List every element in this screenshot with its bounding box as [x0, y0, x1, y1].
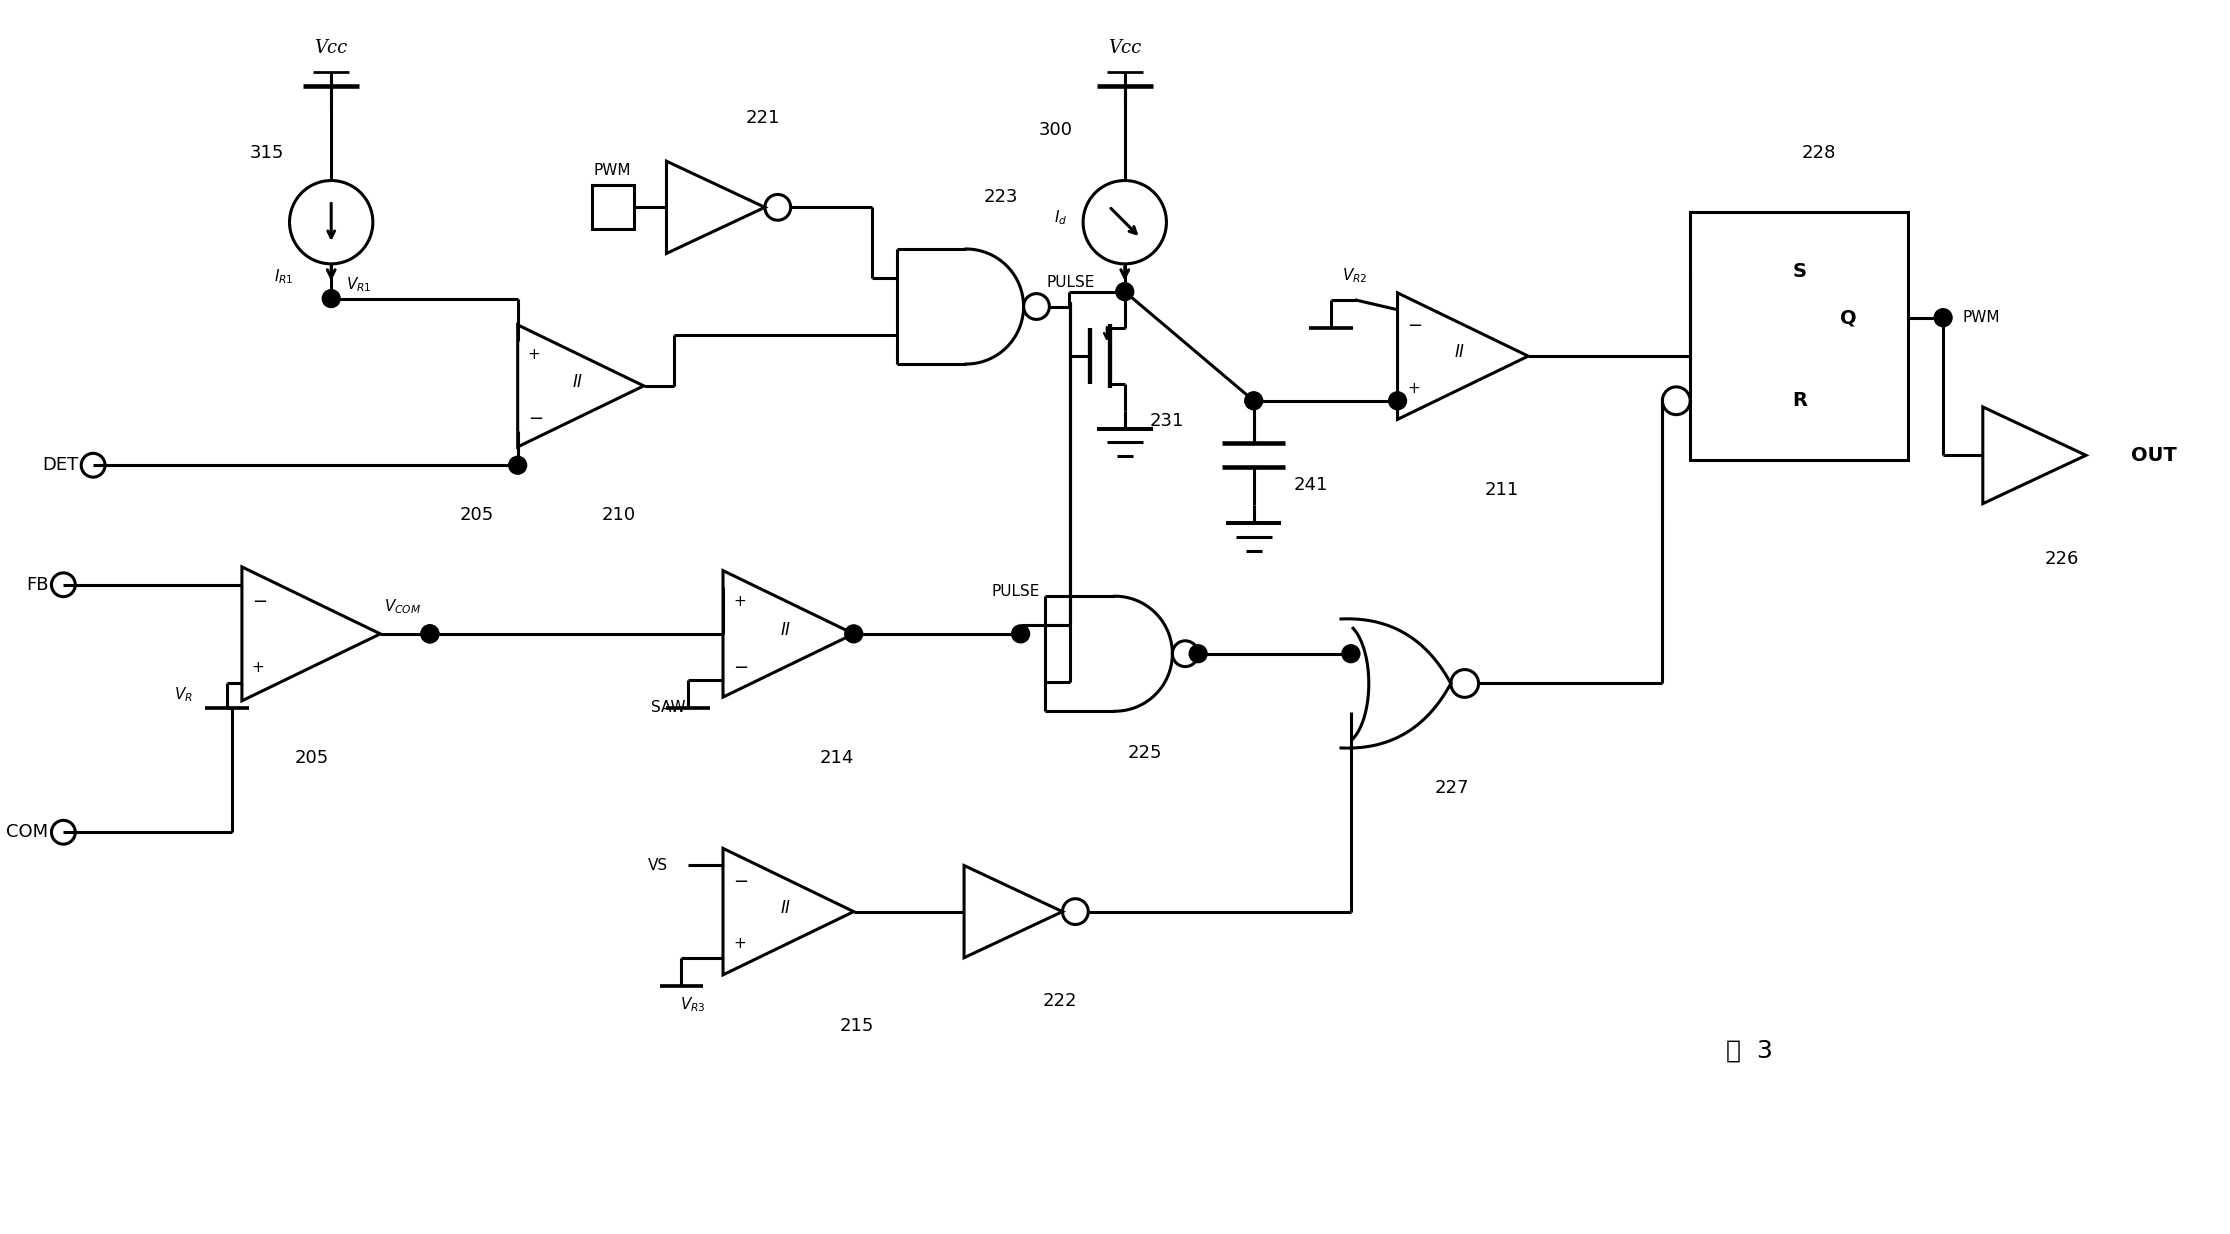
Text: $-$: $-$ [529, 407, 542, 426]
Text: PWM: PWM [593, 163, 631, 178]
Text: $-$: $-$ [1407, 315, 1423, 333]
Text: $V_{R3}$: $V_{R3}$ [680, 996, 707, 1014]
Text: SAW: SAW [651, 700, 687, 714]
Text: VS: VS [649, 858, 669, 872]
Text: $V_{COM}$: $V_{COM}$ [384, 597, 421, 616]
Text: DET: DET [42, 457, 78, 474]
Text: 300: 300 [1039, 121, 1073, 139]
Circle shape [1389, 392, 1407, 410]
Text: 214: 214 [821, 749, 854, 766]
Circle shape [1189, 645, 1206, 663]
Text: $-$: $-$ [734, 870, 747, 888]
Text: 205: 205 [294, 749, 328, 766]
Text: +: + [529, 348, 540, 363]
Circle shape [421, 624, 439, 643]
Circle shape [1933, 308, 1951, 327]
Text: 223: 223 [983, 189, 1019, 206]
Text: 210: 210 [602, 506, 636, 523]
Text: +: + [252, 660, 265, 675]
Text: 225: 225 [1128, 744, 1162, 761]
Text: 227: 227 [1434, 779, 1470, 797]
Text: 315: 315 [250, 143, 283, 162]
Text: $I_{R1}$: $I_{R1}$ [274, 268, 294, 286]
Text: 221: 221 [745, 109, 780, 127]
Circle shape [1244, 392, 1262, 410]
Text: S: S [1793, 263, 1806, 281]
Circle shape [323, 290, 341, 307]
Circle shape [1342, 645, 1360, 663]
Text: 222: 222 [1044, 992, 1077, 1009]
Text: +: + [734, 595, 745, 610]
Text: $-$: $-$ [252, 591, 268, 608]
Text: 226: 226 [2045, 550, 2078, 569]
Circle shape [1115, 283, 1133, 301]
Text: OUT: OUT [2130, 445, 2176, 465]
Text: $V_{R1}$: $V_{R1}$ [346, 275, 372, 294]
Text: 215: 215 [841, 1017, 874, 1034]
Text: PULSE: PULSE [1046, 275, 1095, 290]
Text: COM: COM [7, 823, 49, 842]
Text: $\mathit{II}$: $\mathit{II}$ [571, 373, 582, 391]
Text: $\mathit{II}$: $\mathit{II}$ [1454, 343, 1465, 362]
Text: R: R [1791, 391, 1806, 410]
Text: PULSE: PULSE [992, 584, 1039, 600]
Text: $\mathit{II}$: $\mathit{II}$ [780, 898, 792, 917]
Text: 205: 205 [459, 506, 495, 523]
Text: Vcc: Vcc [1108, 38, 1142, 57]
Text: 231: 231 [1148, 412, 1184, 429]
Text: $\mathit{II}$: $\mathit{II}$ [780, 621, 792, 639]
Text: +: + [734, 937, 745, 951]
Text: 241: 241 [1293, 476, 1327, 494]
Circle shape [421, 624, 439, 643]
Circle shape [508, 457, 526, 474]
Text: Vcc: Vcc [314, 38, 348, 57]
Circle shape [845, 624, 863, 643]
Text: PWM: PWM [1962, 310, 2000, 326]
Text: $V_{R2}$: $V_{R2}$ [1342, 267, 1367, 285]
Circle shape [1012, 624, 1030, 643]
Text: 211: 211 [1485, 481, 1519, 499]
Text: $-$: $-$ [734, 656, 747, 675]
Text: 图  3: 图 3 [1726, 1039, 1773, 1062]
Text: $I_d$: $I_d$ [1055, 207, 1068, 227]
Text: 228: 228 [1802, 143, 1835, 162]
Text: FB: FB [27, 576, 49, 594]
Text: Q: Q [1840, 308, 1858, 327]
Text: +: + [1407, 380, 1421, 396]
Text: $V_R$: $V_R$ [174, 686, 192, 705]
